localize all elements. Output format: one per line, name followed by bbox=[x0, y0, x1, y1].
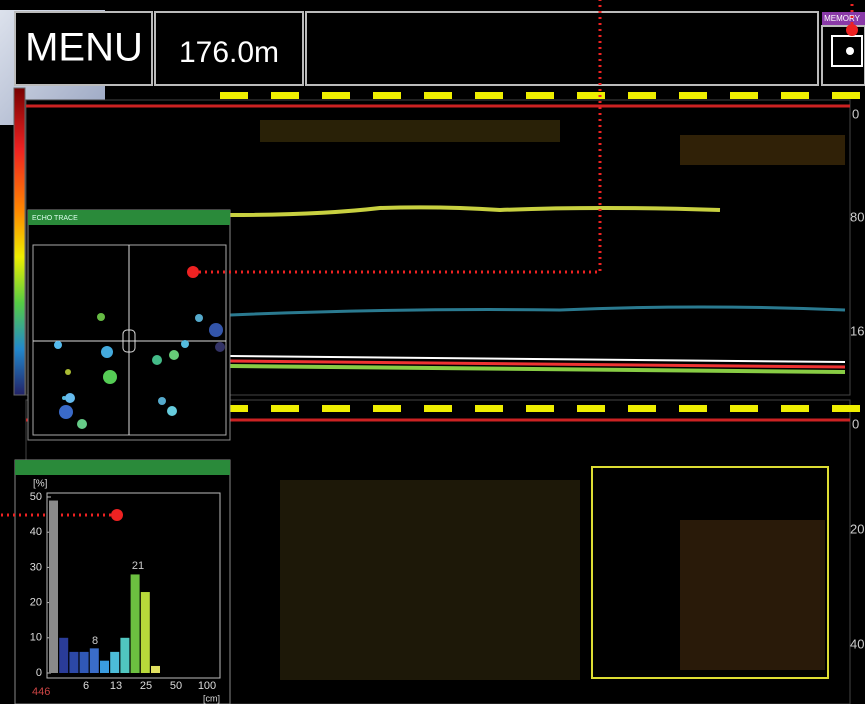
callout-dot bbox=[111, 509, 123, 521]
depth-label: 0 bbox=[852, 106, 859, 121]
depth-label: 16 bbox=[850, 323, 864, 338]
dash bbox=[322, 92, 350, 99]
x-tick-label: 50 bbox=[170, 680, 182, 692]
bar bbox=[131, 574, 140, 673]
dash bbox=[730, 405, 758, 412]
x-tick-label: 25 bbox=[140, 680, 152, 692]
dash bbox=[577, 405, 605, 412]
dash bbox=[271, 92, 299, 99]
depth-label: 80 bbox=[850, 209, 864, 224]
dash bbox=[730, 92, 758, 99]
echo-trace-title: ECHO TRACE bbox=[32, 215, 78, 222]
y-tick-label: 40 bbox=[30, 526, 42, 538]
y-tick-label: 30 bbox=[30, 561, 42, 573]
histogram-annotation: 21 bbox=[132, 560, 144, 572]
menu-label: MENU bbox=[25, 26, 143, 70]
screen: MENU 176.0m MEMORY 0 80 16 0 20 40 ECHO … bbox=[0, 0, 865, 704]
x-tick-label: 6 bbox=[83, 680, 89, 692]
y-tick-label: 10 bbox=[30, 632, 42, 644]
echo-school bbox=[260, 120, 560, 142]
y-tick-label: 20 bbox=[30, 597, 42, 609]
bar bbox=[90, 648, 99, 673]
y-tick-label: 50 bbox=[30, 491, 42, 503]
bar bbox=[151, 666, 160, 673]
memory-button[interactable] bbox=[822, 26, 865, 85]
histogram-ylabel: [%] bbox=[33, 479, 48, 490]
dash bbox=[679, 92, 707, 99]
memory-label: MEMORY bbox=[824, 14, 861, 23]
dash bbox=[373, 92, 401, 99]
dash bbox=[526, 92, 554, 99]
histogram-header bbox=[15, 460, 230, 475]
echo-school bbox=[680, 520, 825, 670]
dash bbox=[271, 405, 299, 412]
bar bbox=[100, 661, 109, 673]
dash bbox=[322, 405, 350, 412]
dash bbox=[781, 405, 809, 412]
dash bbox=[424, 405, 452, 412]
dash bbox=[628, 405, 656, 412]
bar bbox=[120, 638, 129, 673]
depth-label: 20 bbox=[850, 521, 864, 536]
x-tick-label: 13 bbox=[110, 680, 122, 692]
memory-dot bbox=[846, 47, 854, 55]
histogram-total: 446 bbox=[32, 686, 50, 698]
range-label: 176.0m bbox=[179, 36, 279, 69]
color-bar bbox=[14, 88, 25, 395]
dash bbox=[373, 405, 401, 412]
bar bbox=[59, 638, 68, 673]
dash bbox=[781, 92, 809, 99]
histogram-xlabel: [cm] bbox=[203, 693, 220, 703]
bar bbox=[49, 501, 58, 673]
callout-dot bbox=[187, 266, 199, 278]
echo-school bbox=[280, 480, 580, 680]
bar bbox=[110, 652, 119, 673]
dash bbox=[424, 92, 452, 99]
bar bbox=[141, 592, 150, 673]
dash bbox=[475, 405, 503, 412]
depth-label: 40 bbox=[850, 636, 864, 651]
info-box bbox=[306, 12, 818, 85]
dash bbox=[220, 92, 248, 99]
bar bbox=[69, 652, 78, 673]
dash bbox=[475, 92, 503, 99]
x-tick-label: 100 bbox=[198, 680, 216, 692]
dash bbox=[526, 405, 554, 412]
dash bbox=[832, 405, 860, 412]
callout-dot bbox=[846, 24, 858, 36]
bar bbox=[80, 652, 89, 673]
dash bbox=[628, 92, 656, 99]
y-tick-label: 0 bbox=[36, 667, 42, 679]
echo-school bbox=[680, 135, 845, 165]
histogram-annotation: 8 bbox=[92, 635, 98, 647]
dash bbox=[679, 405, 707, 412]
depth-label: 0 bbox=[852, 416, 859, 431]
top-edge bbox=[0, 0, 865, 10]
dash bbox=[832, 92, 860, 99]
